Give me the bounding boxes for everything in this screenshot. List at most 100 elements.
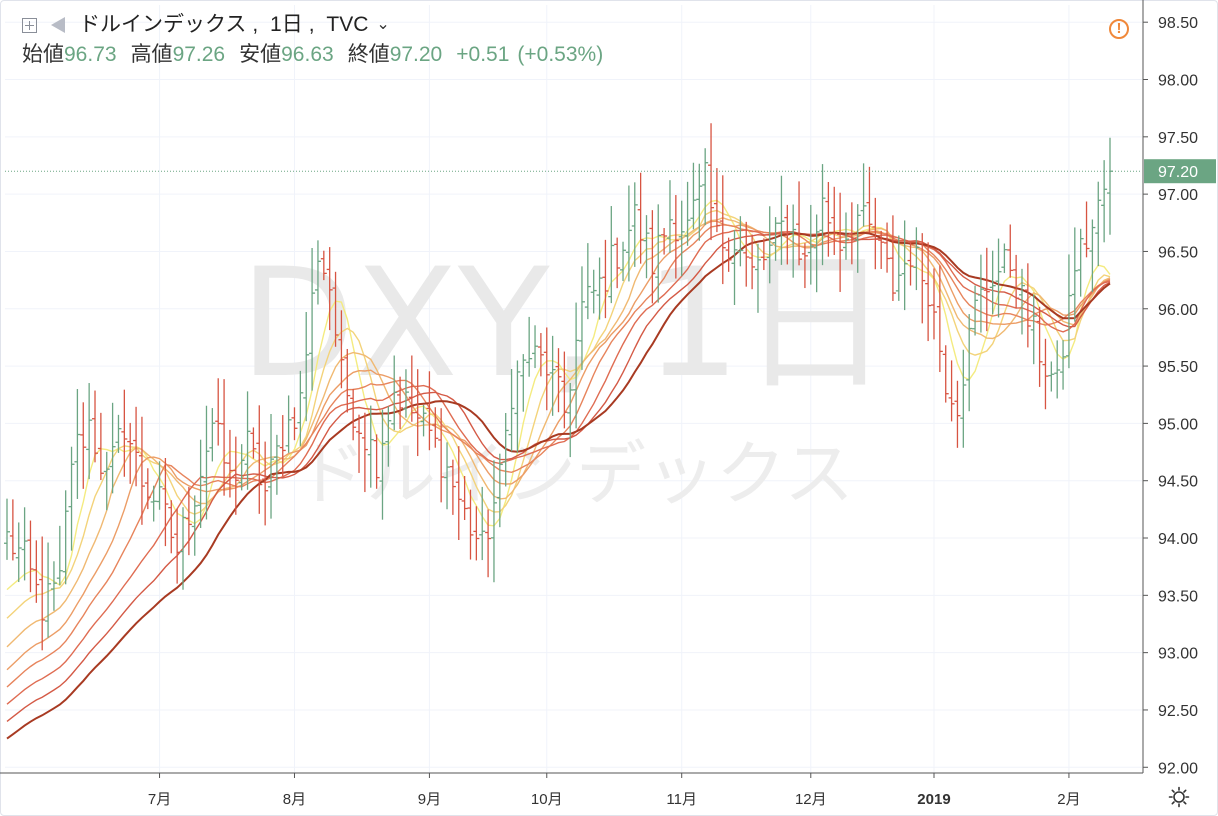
ohlc-bar <box>913 227 920 291</box>
ohlc-bar <box>573 302 580 429</box>
ohlc-bar <box>156 461 163 510</box>
ohlc-bar <box>221 379 228 496</box>
low-label: 安値 <box>239 43 282 66</box>
alert-icon[interactable]: ! <box>1109 19 1129 39</box>
ohlc-bar <box>625 185 632 282</box>
ohlc-bar <box>449 459 456 515</box>
ohlc-bar <box>713 168 720 233</box>
ohlc-bar <box>15 522 22 583</box>
ohlc-bar <box>514 360 521 453</box>
ohlc-bar <box>1048 361 1055 392</box>
ohlc-bar <box>303 311 310 422</box>
ohlc-bar <box>754 243 761 313</box>
ohlc-bar <box>232 436 239 515</box>
ohlc-bar <box>796 181 803 266</box>
ohlc-bar <box>614 237 621 289</box>
y-tick-label: 93.50 <box>1158 588 1198 605</box>
ohlc-bar <box>760 238 767 271</box>
ohlc-bar <box>256 405 263 514</box>
ma-line-4 <box>6 220 1111 671</box>
y-tick-label: 97.00 <box>1158 187 1198 204</box>
ohlc-bar <box>273 434 280 495</box>
ohlc-bar <box>784 204 791 265</box>
ohlc-bar <box>268 413 275 519</box>
watermark-description: ドルインデックス <box>296 433 854 515</box>
ohlc-bar <box>567 382 574 458</box>
ohlc-bar <box>555 348 562 413</box>
ohlc-bar <box>866 166 873 233</box>
source-label[interactable]: TVC <box>326 13 369 36</box>
ohlc-bar <box>537 333 544 377</box>
flag-icon[interactable] <box>51 17 65 33</box>
ohlc-bar <box>1036 306 1043 387</box>
ohlc-bar <box>837 192 844 292</box>
x-tick-label: 7月 <box>148 791 171 808</box>
ohlc-bar <box>455 446 462 541</box>
ohlc-bar <box>86 383 93 480</box>
ohlc-bar <box>1007 224 1014 278</box>
x-axis-ticks: 7月 8月 9月 10月 11月 12月 2019 2月 <box>148 773 1081 808</box>
y-tick-label: 94.50 <box>1158 474 1198 491</box>
ohlc-bar <box>1083 201 1090 258</box>
add-compare-icon[interactable] <box>22 17 37 33</box>
ohlc-bar <box>103 451 110 511</box>
x-tick-label: 8月 <box>283 791 306 808</box>
ohlc-bar <box>490 460 497 583</box>
ohlc-bar <box>197 439 204 528</box>
high-label: 高値 <box>130 43 173 66</box>
ohlc-bar <box>226 429 233 498</box>
ohlc-bar <box>737 216 744 267</box>
ohlc-bar <box>326 247 333 331</box>
ohlc-bar <box>596 257 603 320</box>
ohlc-bar <box>831 186 838 255</box>
ohlc-bar <box>45 542 52 638</box>
last-price-box <box>1144 159 1216 184</box>
y-tick-label: 96.00 <box>1158 302 1198 319</box>
ohlc-bar <box>725 237 732 272</box>
ohlc-bar <box>1060 340 1067 390</box>
y-tick-label: 98.00 <box>1158 73 1198 90</box>
ohlc-bar <box>385 406 392 467</box>
ohlc-bar <box>133 406 140 487</box>
low-value: 96.63 <box>281 43 334 66</box>
ohlc-bar <box>819 164 826 266</box>
ohlc-bar <box>948 360 955 422</box>
ohlc-bar <box>461 475 468 520</box>
chevron-down-icon[interactable]: ⌄ <box>376 16 390 33</box>
ohlc-bar <box>719 175 726 285</box>
ohlc-bar <box>1018 268 1025 335</box>
ohlc-bar <box>649 210 656 304</box>
ohlc-bar <box>1013 254 1020 309</box>
close-value: 97.20 <box>389 43 443 66</box>
ohlc-bar <box>889 215 896 301</box>
ohlc-bar <box>203 405 210 520</box>
ohlc-bar <box>995 238 1002 318</box>
ohlc-bar <box>402 369 409 418</box>
ohlc-bar <box>930 268 937 340</box>
ohlc-bar <box>578 266 585 370</box>
ohlc-bar <box>731 230 738 306</box>
ohlc-bar <box>602 239 609 319</box>
y-tick-label: 95.50 <box>1158 359 1198 376</box>
ohlc-bar <box>244 391 251 490</box>
symbol-name[interactable]: ドルインデックス <box>79 13 247 36</box>
x-tick-label: 12月 <box>795 791 827 808</box>
y-tick-label: 94.00 <box>1158 531 1198 548</box>
ohlc-bar <box>479 486 486 561</box>
x-tick-label: 2月 <box>1057 791 1080 808</box>
ohlc-bar <box>467 489 474 560</box>
ohlc-bar <box>690 162 697 230</box>
ohlc-bar <box>526 316 533 377</box>
interval-label[interactable]: 1日 <box>270 13 303 36</box>
ohlc-bar <box>361 412 368 493</box>
last-price-label: 97.20 <box>1158 164 1198 181</box>
ohlc-bar <box>631 182 638 267</box>
ohlc-bar <box>356 414 363 473</box>
ohlc-bar <box>444 442 451 510</box>
ohlc-bar <box>250 427 257 459</box>
grid <box>5 5 1142 773</box>
high-value: 97.26 <box>172 43 226 66</box>
ohlc-bar <box>39 536 46 651</box>
gear-icon[interactable] <box>1168 786 1190 808</box>
